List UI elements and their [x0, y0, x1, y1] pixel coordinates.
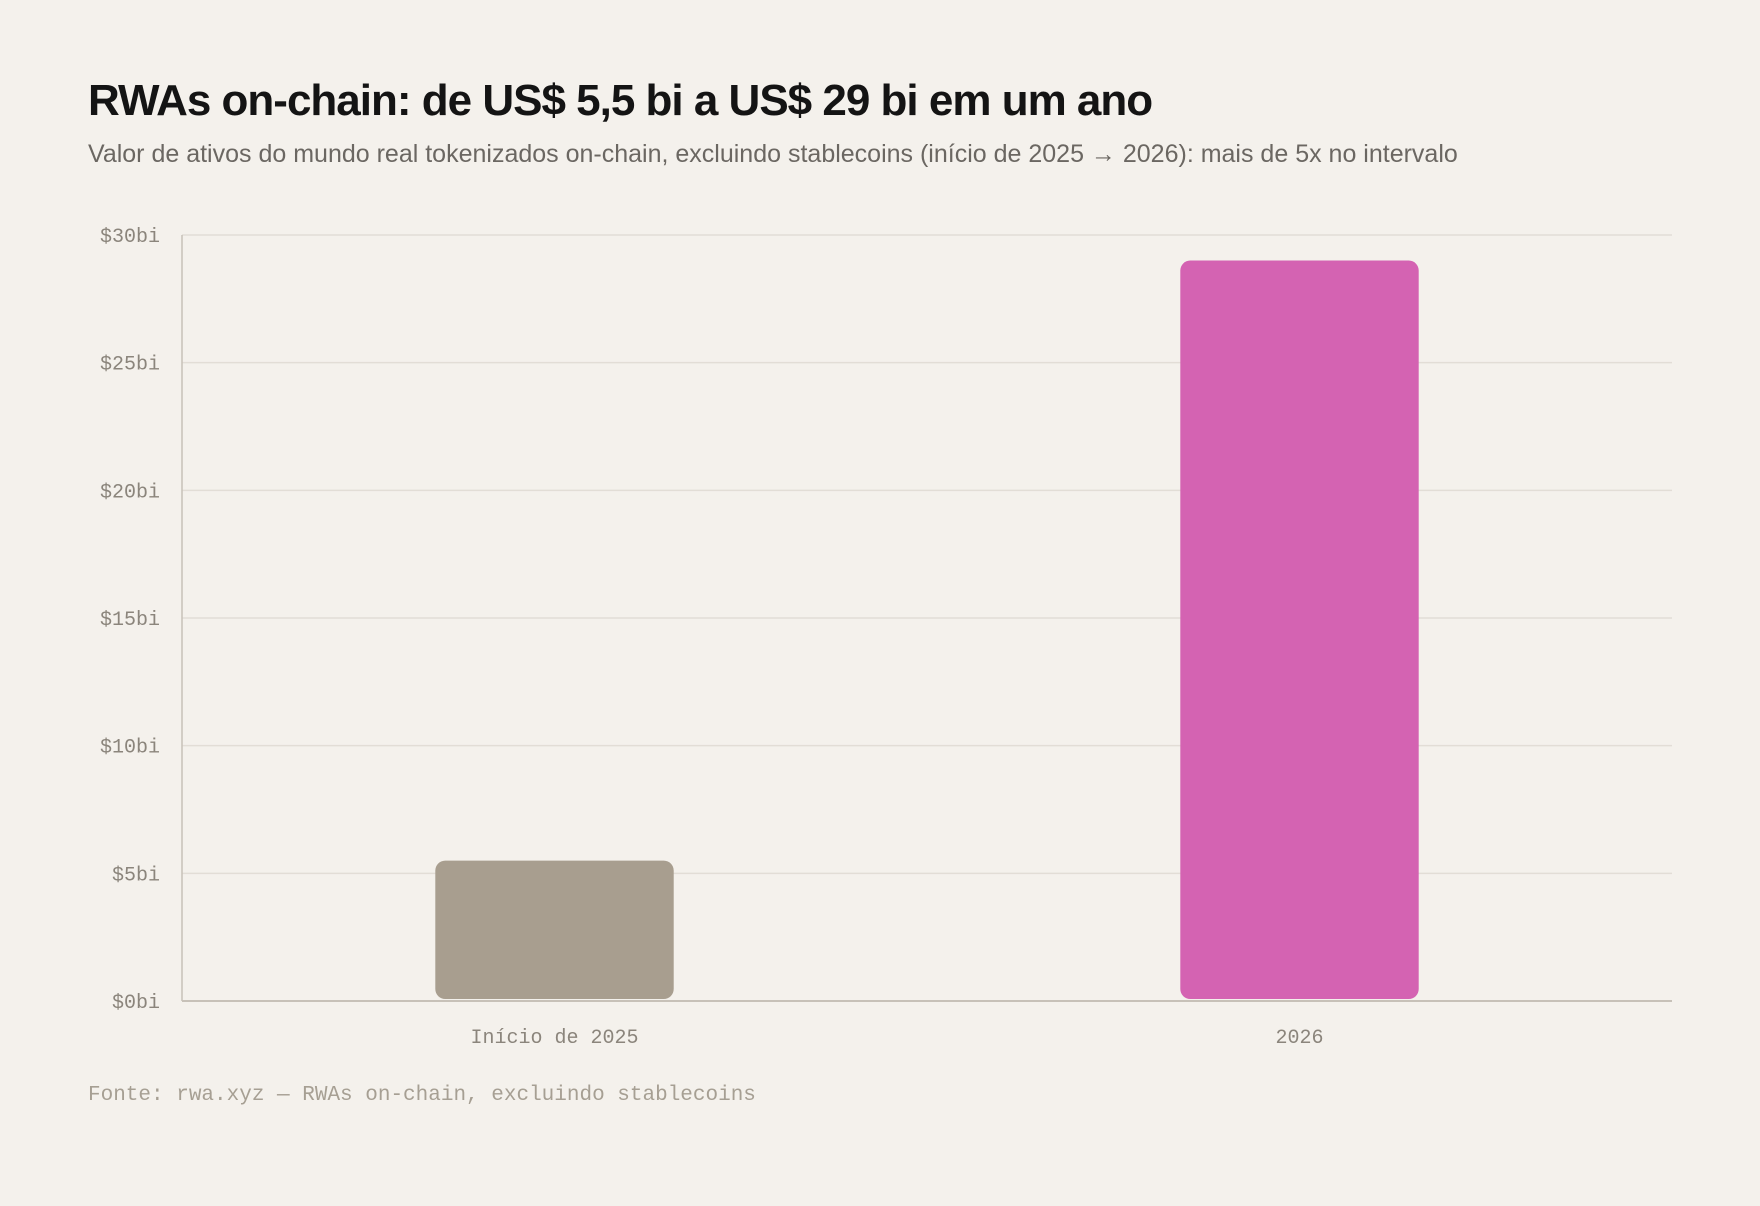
chart-subtitle: Valor de ativos do mundo real tokenizado… — [88, 140, 1458, 168]
y-tick-label: $30bi — [100, 226, 160, 249]
bars — [435, 260, 1419, 999]
y-tick-label: $5bi — [112, 864, 160, 887]
y-tick-label: $20bi — [100, 481, 160, 504]
y-tick-label: $25bi — [100, 354, 160, 377]
y-axis: $0bi $5bi $10bi $15bi $20bi $25bi $30bi — [100, 226, 183, 1015]
bar — [1180, 260, 1419, 999]
y-tick-label: $15bi — [100, 609, 160, 632]
x-tick-label: 2026 — [1275, 1027, 1323, 1050]
y-tick-label: $0bi — [112, 992, 160, 1015]
x-axis: Início de 2025 2026 — [182, 1000, 1672, 1050]
y-tick-label: $10bi — [100, 737, 160, 760]
x-tick-label: Início de 2025 — [470, 1027, 638, 1050]
bar — [435, 860, 674, 999]
source-note: Fonte: rwa.xyz — RWAs on-chain, excluind… — [88, 1084, 756, 1107]
gridlines — [182, 234, 1672, 875]
chart-title: RWAs on-chain: de US$ 5,5 bi a US$ 29 bi… — [88, 76, 1153, 125]
